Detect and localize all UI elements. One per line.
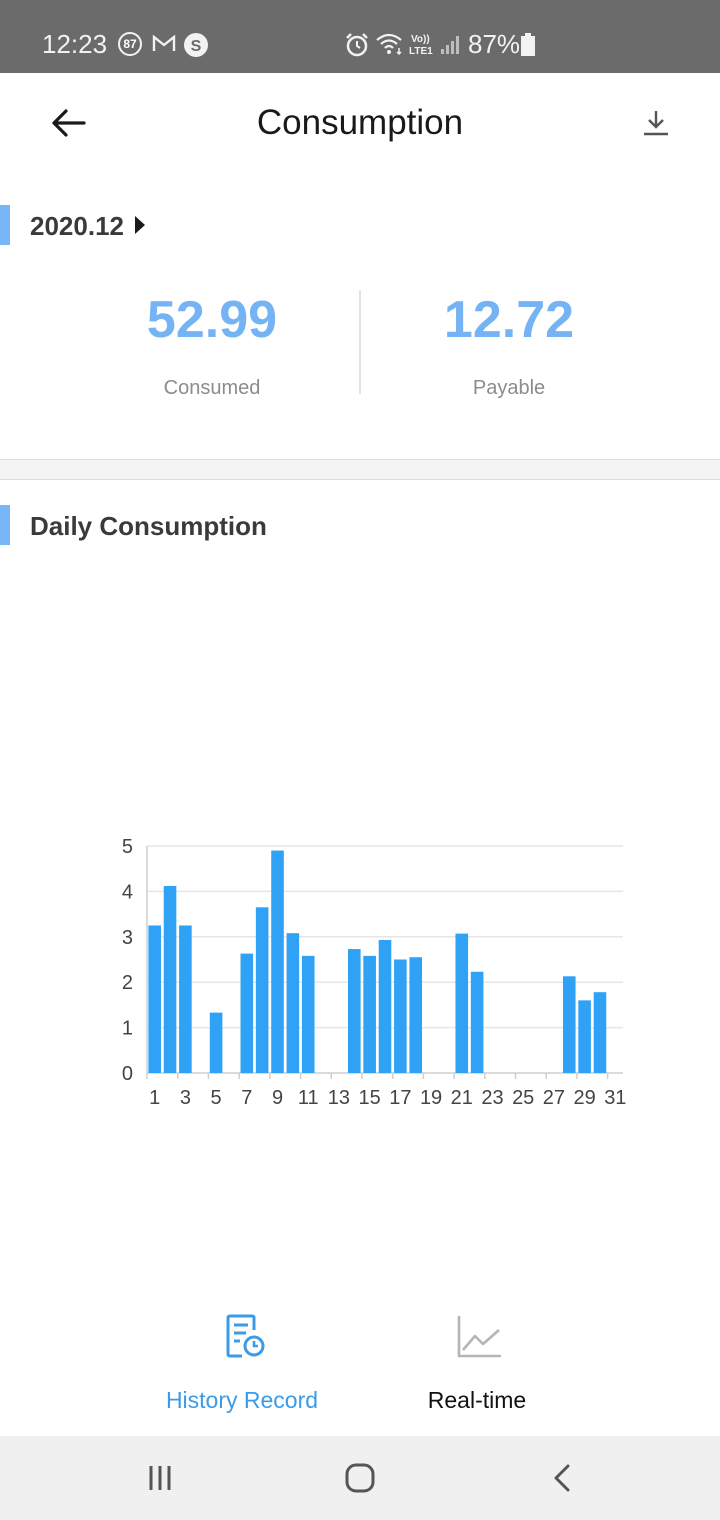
chart-x-tick-label: 7 xyxy=(241,1087,252,1109)
chart-x-tick-label: 17 xyxy=(389,1087,411,1109)
chart-x-tick-label: 5 xyxy=(211,1087,222,1109)
chart-bar xyxy=(363,955,376,1073)
chart-x-tick-label: 9 xyxy=(272,1087,283,1109)
chart-y-tick-label: 1 xyxy=(122,1018,133,1040)
chart-bar xyxy=(163,885,177,1073)
page-title: Consumption xyxy=(256,103,464,142)
battery-icon xyxy=(521,33,535,56)
chart-y-tick-label: 2 xyxy=(122,972,133,994)
alarm-icon xyxy=(346,33,368,57)
chart-bar xyxy=(578,1000,591,1073)
download-button[interactable] xyxy=(632,101,680,145)
tab-history-record-label: History Record xyxy=(165,1387,319,1413)
period-selector[interactable]: 2020.12 xyxy=(30,211,124,241)
chart-x-tick-label: 29 xyxy=(573,1087,595,1109)
daily-accent-bar xyxy=(0,505,10,545)
tab-history-record[interactable]: History Record xyxy=(122,1290,362,1430)
tab-real-time-label: Real-time xyxy=(427,1387,527,1413)
period-accent-bar xyxy=(0,205,10,245)
wifi-icon xyxy=(376,33,402,56)
chart-x-tick-label: 3 xyxy=(180,1087,191,1109)
chart-y-tick-label: 5 xyxy=(122,836,133,858)
home-button[interactable] xyxy=(330,1456,390,1500)
chart-bar xyxy=(347,949,361,1073)
chart-x-tick-label: 25 xyxy=(512,1087,534,1109)
nav-back-icon xyxy=(554,1464,570,1492)
chart-bar xyxy=(394,959,407,1073)
chart-x-tick-label: 27 xyxy=(543,1087,565,1109)
daily-consumption-title: Daily Consumption xyxy=(30,511,267,541)
chart-bar xyxy=(562,976,576,1073)
svg-text:LTE1: LTE1 xyxy=(409,46,433,57)
download-icon xyxy=(644,111,668,136)
status-bar: 12:23 87 S Vo)) LTE1 xyxy=(0,0,720,73)
chart-x-tick-label: 15 xyxy=(359,1087,381,1109)
chart-y-tick-label: 4 xyxy=(122,881,133,903)
payable-label: Payable xyxy=(472,377,546,399)
chart-bar xyxy=(378,939,392,1073)
status-time: 12:23 xyxy=(42,29,108,59)
skype-icon: S xyxy=(184,33,208,57)
consumed-label: Consumed xyxy=(163,377,261,399)
stats-divider xyxy=(359,290,361,394)
system-nav-bar xyxy=(0,1436,720,1520)
recent-apps-button[interactable] xyxy=(130,1456,190,1500)
chart-x-tick-label: 19 xyxy=(420,1087,442,1109)
chart-bar xyxy=(470,971,484,1073)
chart-bar xyxy=(240,953,254,1073)
nav-back-button[interactable] xyxy=(532,1456,592,1500)
svg-text:Vo)): Vo)) xyxy=(411,34,430,45)
signal-icon xyxy=(441,36,459,54)
svg-text:S: S xyxy=(191,38,202,55)
caret-right-icon[interactable] xyxy=(135,216,145,234)
volte-icon: Vo)) LTE1 xyxy=(409,34,433,57)
chart-x-tick-label: 13 xyxy=(328,1087,350,1109)
mail-icon xyxy=(152,35,176,51)
chart-x-tick-label: 21 xyxy=(451,1087,473,1109)
chart-bar xyxy=(286,933,300,1073)
chart-bar xyxy=(209,1012,223,1073)
recent-apps-icon xyxy=(149,1466,171,1490)
chart-bar xyxy=(255,907,269,1073)
chart-x-tick-label: 11 xyxy=(298,1087,319,1109)
chart-bar xyxy=(148,925,161,1073)
chart-bar xyxy=(409,957,423,1073)
chart-bar xyxy=(179,925,192,1073)
battery-percent: 87% xyxy=(468,29,521,59)
tab-real-time[interactable]: Real-time xyxy=(357,1290,597,1430)
chart-bar xyxy=(455,933,469,1073)
bottom-tab-bar: History Record Real-time xyxy=(0,1290,720,1436)
home-icon xyxy=(345,1463,375,1493)
chart-y-tick-label: 3 xyxy=(122,927,133,949)
line-chart-icon xyxy=(457,1316,501,1358)
chart-bar xyxy=(301,955,315,1073)
chart-x-tick-label: 23 xyxy=(481,1087,503,1109)
consumed-value: 52.99 xyxy=(146,291,278,349)
chart-bar xyxy=(271,850,284,1073)
payable-value: 12.72 xyxy=(443,291,575,349)
chart-x-tick-label: 31 xyxy=(604,1087,626,1109)
back-button[interactable] xyxy=(40,99,96,147)
section-divider xyxy=(0,459,720,480)
chart-x-tick-label: 1 xyxy=(149,1087,160,1109)
back-arrow-icon xyxy=(52,109,86,137)
chart-bar xyxy=(593,992,607,1073)
history-record-icon xyxy=(226,1314,265,1358)
chart-y-tick-label: 0 xyxy=(122,1063,133,1085)
app-header: Consumption xyxy=(0,73,720,177)
notification-count-badge: 87 xyxy=(118,32,142,56)
